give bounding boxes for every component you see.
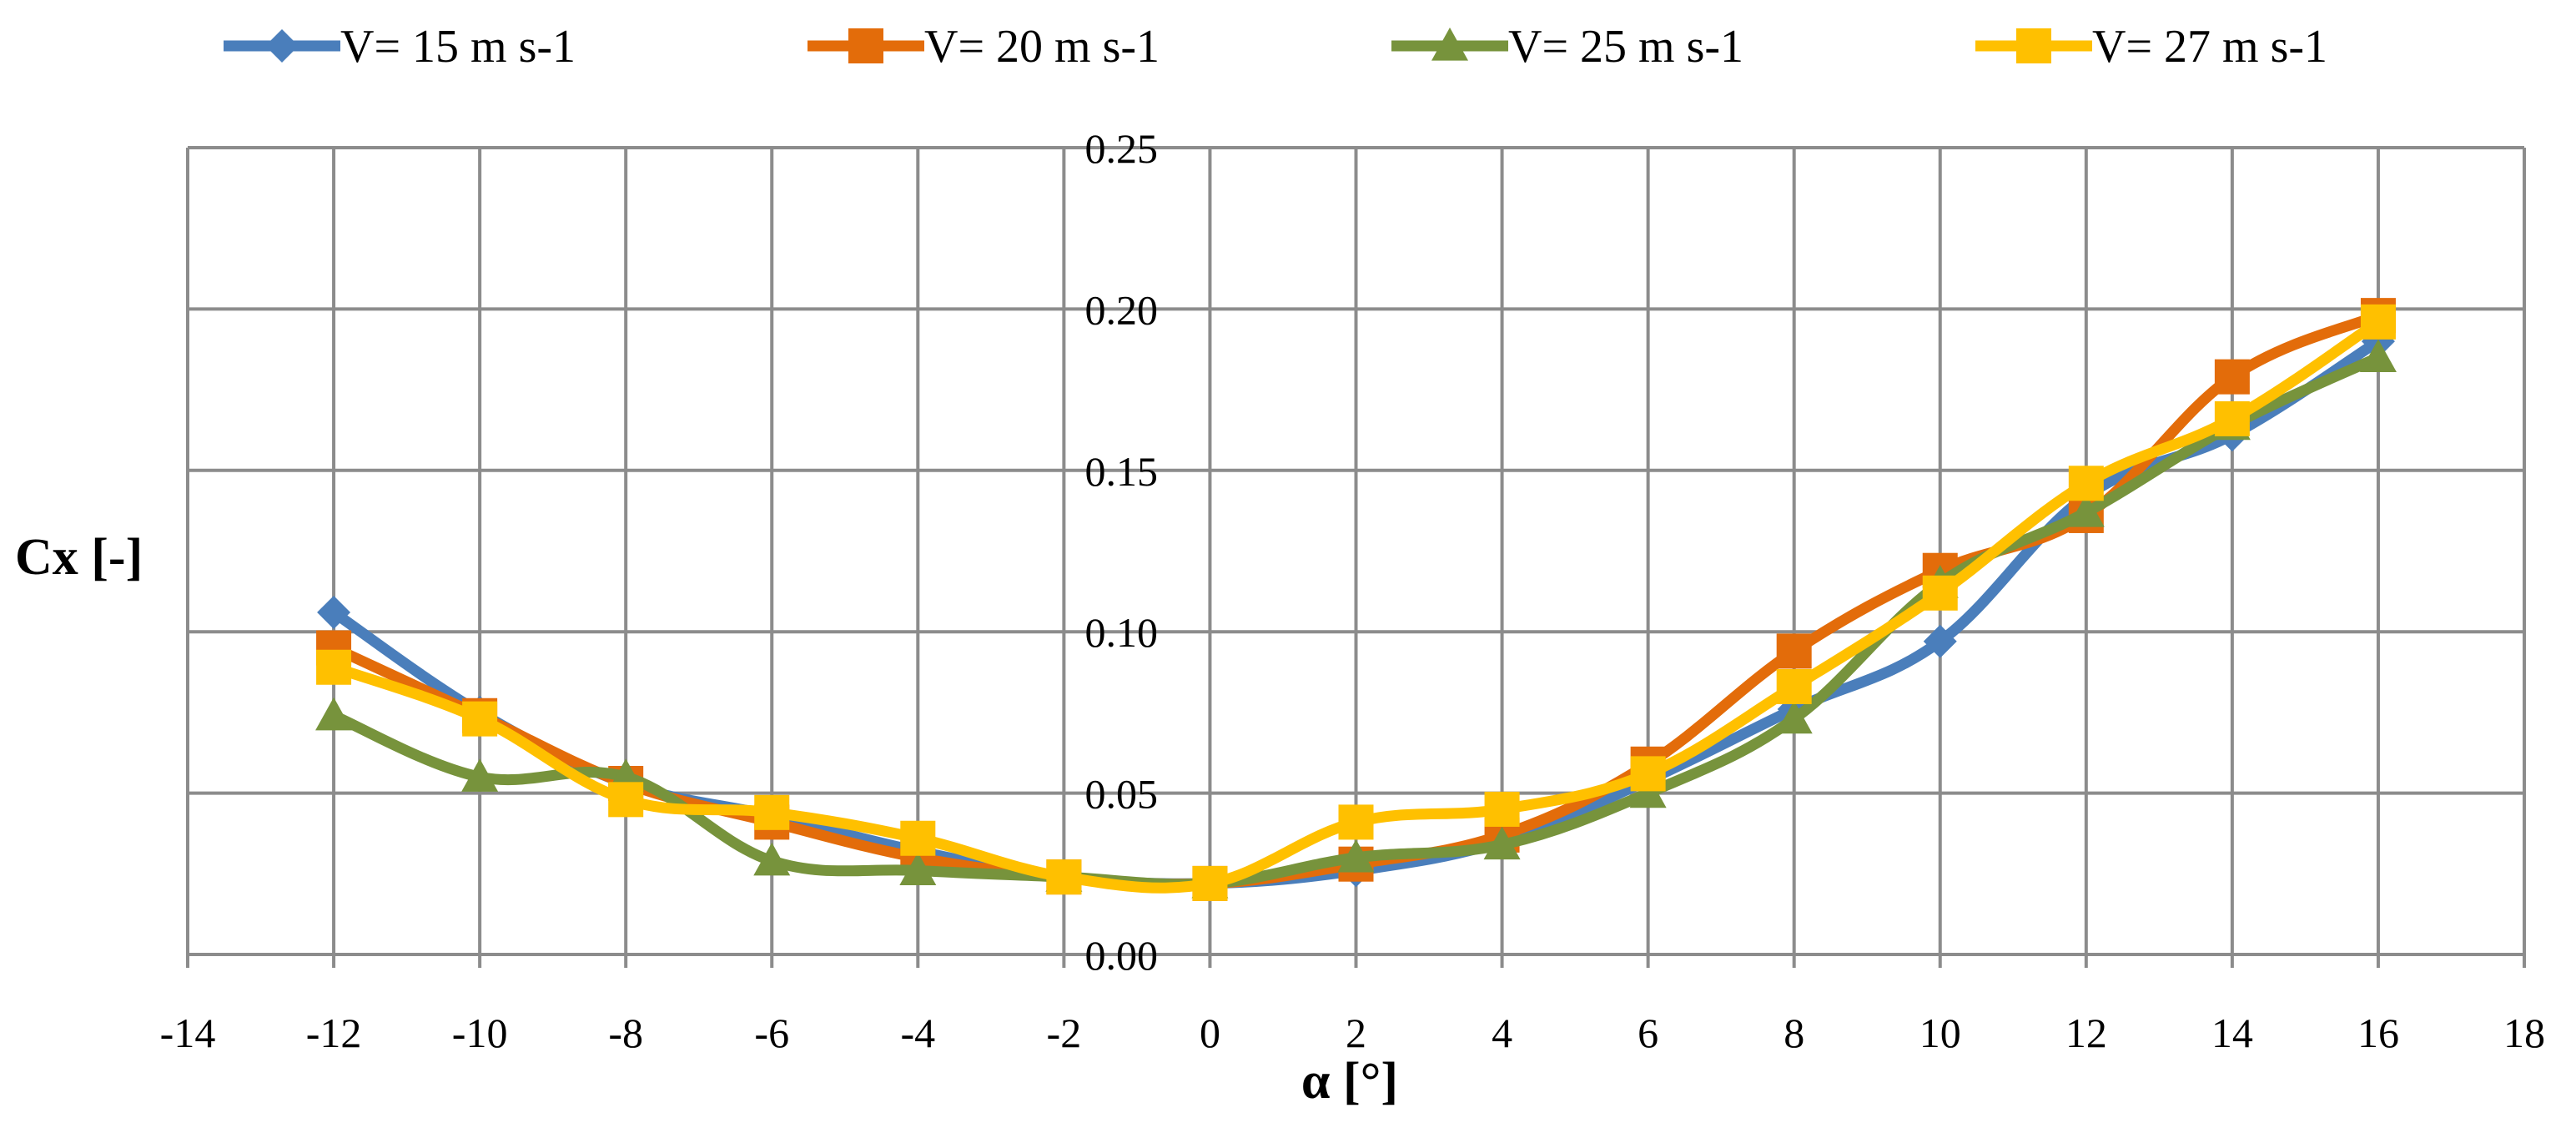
legend: V= 15 m s-1 V= 20 m s-1 V= 25 m s-1 V= 27 m…	[224, 21, 2327, 73]
y-tick-label-5: 0.25	[1085, 125, 1159, 172]
series-1-point-11	[1923, 624, 1957, 658]
y-tick-label-2: 0.10	[1085, 609, 1159, 656]
x-tick-label-9: 4	[1492, 1010, 1512, 1056]
series-3-point-3	[753, 842, 791, 876]
x-tick-label-10: 6	[1638, 1010, 1658, 1056]
series-4-point-8	[1484, 791, 1520, 827]
y-tick-label-0: 0.00	[1085, 932, 1159, 979]
series-2-point-13	[2214, 359, 2250, 395]
series-4-point-13	[2214, 400, 2250, 436]
legend-label-1: V= 15 m s-1	[340, 21, 576, 73]
legend-marker-4	[2016, 28, 2051, 63]
series-4-point-4	[900, 820, 936, 856]
legend-marker-1	[265, 29, 299, 63]
series-4-point-11	[1922, 575, 1958, 611]
x-tick-label-6: -2	[1047, 1010, 1082, 1056]
series-4-point-5	[1046, 859, 1082, 895]
series-3-point-8	[1483, 826, 1521, 860]
series-3-point-4	[899, 852, 937, 886]
x-tick-label-4: -6	[754, 1010, 789, 1056]
legend-label-2: V= 20 m s-1	[924, 21, 1160, 73]
x-tick-label-3: -8	[608, 1010, 643, 1056]
series-3-point-12	[2067, 494, 2105, 527]
series-3-point-1	[461, 758, 499, 792]
x-tick-label-15: 16	[2357, 1010, 2399, 1056]
series-4-point-0	[316, 649, 352, 685]
y-axis-title: Cx [-]	[15, 529, 143, 586]
series-4-point-1	[462, 701, 498, 737]
series-3-point-0	[315, 697, 353, 731]
x-tick-label-5: -4	[900, 1010, 935, 1056]
series-4-point-2	[608, 782, 644, 818]
x-tick-label-7: 0	[1200, 1010, 1220, 1056]
y-tick-label-3: 0.15	[1085, 448, 1159, 495]
x-tick-label-13: 12	[2065, 1010, 2107, 1056]
plot-grid	[186, 146, 2526, 968]
series-3-point-7	[1337, 838, 1375, 873]
legend-marker-3	[1431, 28, 1468, 61]
series-2-point-10	[1776, 633, 1812, 669]
y-tick-label-1: 0.05	[1085, 771, 1159, 818]
series-4-point-3	[754, 794, 790, 830]
x-tick-label-2: -10	[452, 1010, 508, 1056]
tick-labels: -14 -12 -10 -8 -6 -4 -2 0 2 4 6 8 10 12 14 16 18 0.00 0.05…	[160, 125, 2545, 1056]
series-4-point-9	[1630, 756, 1666, 792]
series-4-point-12	[2068, 466, 2104, 501]
x-tick-label-11: 8	[1784, 1010, 1804, 1056]
legend-label-4: V= 27 m s-1	[2092, 21, 2327, 73]
x-tick-label-14: 14	[2211, 1010, 2253, 1056]
x-tick-label-8: 2	[1346, 1010, 1366, 1056]
x-tick-label-16: 18	[2503, 1010, 2545, 1056]
series-3-point-10	[1775, 700, 1813, 734]
x-tick-label-0: -14	[160, 1010, 216, 1056]
series-4-point-6	[1192, 865, 1228, 901]
series-layer	[315, 298, 2397, 901]
legend-label-3: V= 25 m s-1	[1508, 21, 1743, 73]
series-3-point-9	[1629, 774, 1667, 808]
x-axis-title: α [°]	[1301, 1053, 1398, 1110]
legend-marker-2	[848, 28, 883, 63]
y-tick-label-4: 0.20	[1085, 286, 1159, 333]
series-1-point-0	[317, 595, 351, 629]
x-tick-label-1: -12	[306, 1010, 362, 1056]
x-tick-label-12: 10	[1919, 1010, 1961, 1056]
series-4	[316, 304, 2396, 901]
series-4-point-7	[1338, 804, 1374, 840]
series-3-point-14	[2359, 339, 2397, 373]
series-4-point-14	[2360, 304, 2396, 340]
series-4-point-10	[1776, 668, 1812, 704]
